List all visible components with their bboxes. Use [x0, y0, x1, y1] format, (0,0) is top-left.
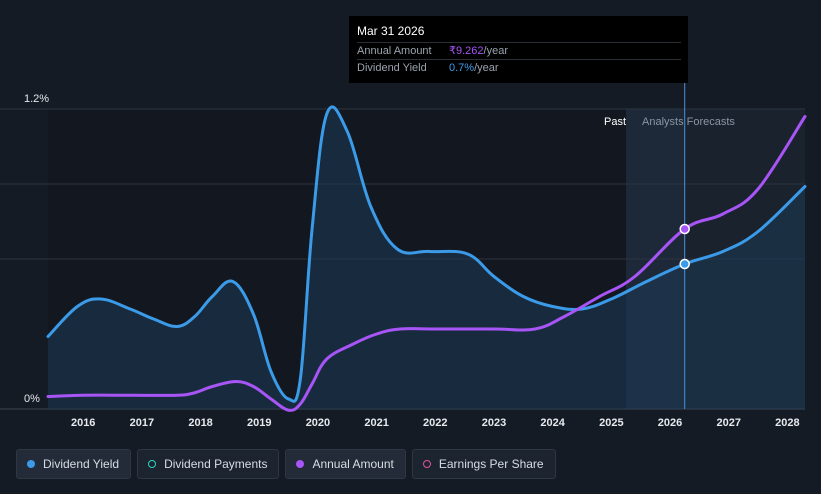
dividend-payments-ring-icon	[148, 460, 157, 468]
x-tick-label: 2023	[482, 417, 506, 429]
annual-amount-dot-icon	[296, 460, 305, 468]
tooltip-date: Mar 31 2026	[357, 24, 425, 38]
forecast-label: Analysts Forecasts	[642, 116, 735, 128]
dividend-yield-area	[48, 106, 805, 409]
x-tick-label: 2021	[364, 417, 388, 429]
dividend-yield-dot-icon	[27, 460, 35, 468]
x-tick-label: 2017	[130, 417, 154, 429]
x-tick-label: 2028	[775, 417, 799, 429]
legend-dividend-payments-button[interactable]: Dividend Payments	[137, 449, 280, 479]
annual-amount-line	[46, 115, 807, 412]
x-tick-label: 2020	[306, 417, 330, 429]
annual-amount-marker	[679, 223, 690, 235]
earnings-per-share-ring-icon	[422, 460, 431, 468]
x-tick-label: 2016	[71, 417, 95, 429]
legend-annual-amount-button[interactable]: Annual Amount	[285, 449, 406, 479]
tooltip-value: ₹9.262	[449, 45, 484, 57]
legend-label: Dividend Payments	[164, 457, 268, 471]
x-tick-label: 2027	[716, 417, 740, 429]
x-tick-label: 2019	[247, 417, 271, 429]
x-tick-label: 2025	[599, 417, 623, 429]
legend: Dividend Yield Dividend Payments Annual …	[16, 449, 556, 479]
y-tick-label: 1.2%	[24, 93, 49, 105]
legend-dividend-yield-button[interactable]: Dividend Yield	[16, 449, 132, 479]
y-tick-label: 0%	[24, 393, 40, 405]
tooltip-unit: /year	[474, 62, 499, 74]
tooltip-label: Annual Amount	[357, 45, 432, 57]
tooltip: Mar 31 2026 Annual Amount ₹9.262/year Di…	[349, 16, 688, 83]
legend-label: Dividend Yield	[43, 457, 120, 471]
tooltip-row-dividend-yield: Dividend Yield 0.7%/year	[357, 59, 681, 77]
dividend-yield-marker	[679, 258, 690, 270]
legend-label: Annual Amount	[312, 457, 394, 471]
tooltip-label: Dividend Yield	[357, 62, 427, 74]
x-tick-label: 2022	[423, 417, 447, 429]
legend-earnings-per-share-button[interactable]: Earnings Per Share	[411, 449, 556, 479]
past-label: Past	[604, 116, 626, 128]
x-tick-label: 2026	[658, 417, 682, 429]
legend-label: Earnings Per Share	[438, 457, 544, 471]
x-tick-label: 2024	[540, 417, 565, 429]
dividend-yield-line	[46, 105, 807, 403]
tooltip-unit: /year	[483, 45, 508, 57]
tooltip-value: 0.7%	[449, 62, 475, 74]
tooltip-row-annual-amount: Annual Amount ₹9.262/year	[357, 42, 681, 60]
x-tick-label: 2018	[188, 417, 212, 429]
